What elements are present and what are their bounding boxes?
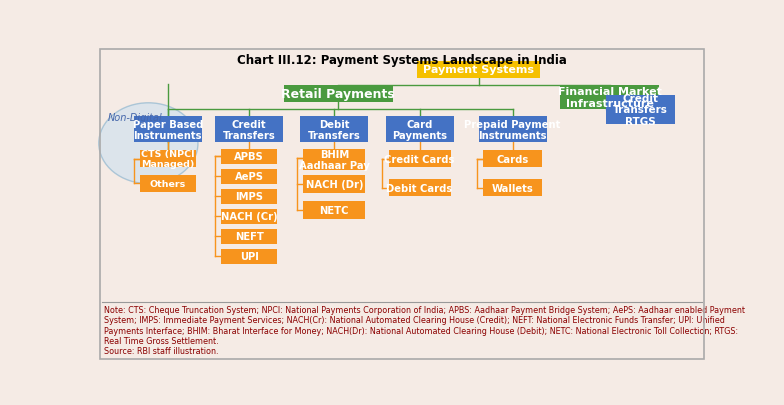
Text: Credit
Transfers: Credit Transfers	[223, 119, 275, 141]
FancyBboxPatch shape	[389, 151, 451, 168]
Ellipse shape	[99, 104, 198, 184]
Text: NEFT: NEFT	[234, 232, 263, 242]
Text: Wallets: Wallets	[492, 183, 533, 193]
FancyBboxPatch shape	[221, 229, 277, 245]
FancyBboxPatch shape	[221, 209, 277, 224]
Text: System; IMPS: Immediate Payment Services; NACH(Cr): National Automated Clearing : System; IMPS: Immediate Payment Services…	[104, 315, 725, 324]
Text: Financial Market
Infrastructure: Financial Market Infrastructure	[557, 87, 662, 108]
FancyBboxPatch shape	[303, 149, 365, 171]
Text: Card
Payments: Card Payments	[392, 119, 447, 141]
FancyBboxPatch shape	[284, 86, 393, 103]
Text: Payment Systems: Payment Systems	[423, 65, 534, 75]
FancyBboxPatch shape	[417, 62, 539, 79]
FancyBboxPatch shape	[221, 189, 277, 205]
Text: NETC: NETC	[320, 206, 349, 215]
Text: Paper Based
Instruments: Paper Based Instruments	[132, 119, 203, 141]
Text: BHIM
Aadhaar Pay: BHIM Aadhaar Pay	[299, 149, 370, 171]
Text: CTS (NPCI
Managed): CTS (NPCI Managed)	[141, 150, 194, 169]
FancyBboxPatch shape	[221, 249, 277, 264]
Text: Debit Cards: Debit Cards	[387, 183, 452, 193]
FancyBboxPatch shape	[300, 117, 368, 143]
Text: NACH (Cr): NACH (Cr)	[221, 212, 278, 222]
FancyBboxPatch shape	[221, 169, 277, 185]
FancyBboxPatch shape	[140, 175, 196, 192]
Text: Cards: Cards	[496, 154, 528, 164]
Text: Real Time Gross Settlement.: Real Time Gross Settlement.	[104, 336, 219, 345]
Text: Payments Interface; BHIM: Bharat Interface for Money; NACH(Dr): National Automat: Payments Interface; BHIM: Bharat Interfa…	[104, 326, 739, 335]
Text: Credit
Transfers
RTGS: Credit Transfers RTGS	[613, 94, 668, 126]
Text: Note: CTS: Cheque Truncation System; NPCI: National Payments Corporation of Indi: Note: CTS: Cheque Truncation System; NPC…	[104, 305, 746, 314]
FancyBboxPatch shape	[478, 117, 546, 143]
Text: Debit
Transfers: Debit Transfers	[308, 119, 361, 141]
Text: Credit Cards: Credit Cards	[384, 154, 455, 164]
Text: AePS: AePS	[234, 172, 263, 182]
FancyBboxPatch shape	[133, 117, 201, 143]
FancyBboxPatch shape	[386, 117, 454, 143]
FancyBboxPatch shape	[215, 117, 283, 143]
FancyBboxPatch shape	[140, 151, 196, 168]
Text: NACH (Dr): NACH (Dr)	[306, 179, 363, 190]
FancyBboxPatch shape	[389, 180, 451, 197]
Text: APBS: APBS	[234, 152, 264, 162]
Text: IMPS: IMPS	[235, 192, 263, 202]
FancyBboxPatch shape	[303, 201, 365, 220]
FancyBboxPatch shape	[560, 86, 659, 109]
Text: Chart III.12: Payment Systems Landscape in India: Chart III.12: Payment Systems Landscape …	[237, 54, 567, 67]
Text: Others: Others	[150, 179, 186, 188]
Text: UPI: UPI	[240, 252, 259, 262]
FancyBboxPatch shape	[303, 175, 365, 194]
FancyBboxPatch shape	[483, 180, 542, 197]
FancyBboxPatch shape	[221, 149, 277, 164]
FancyBboxPatch shape	[483, 151, 542, 168]
Text: Source: RBI staff illustration.: Source: RBI staff illustration.	[104, 347, 219, 356]
Text: Non-Digital: Non-Digital	[108, 113, 162, 123]
Text: Prepaid Payment
Instruments: Prepaid Payment Instruments	[464, 119, 561, 141]
Text: Retail Payments: Retail Payments	[281, 88, 395, 101]
FancyBboxPatch shape	[605, 96, 675, 125]
